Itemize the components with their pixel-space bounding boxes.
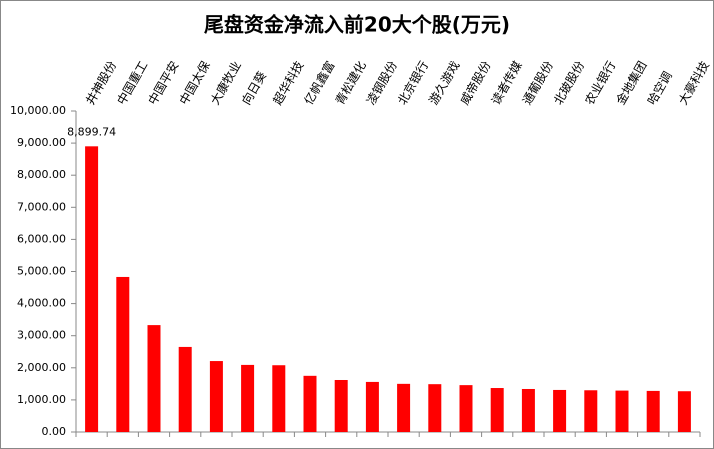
y-tick-label: 8,000.00 [17, 168, 66, 181]
y-tick-label: 4,000.00 [17, 297, 66, 310]
bar [553, 389, 567, 432]
bar [303, 375, 317, 432]
bar [646, 390, 660, 432]
bar [178, 346, 192, 432]
bar [677, 391, 691, 432]
bar [272, 365, 286, 432]
bar [365, 381, 379, 432]
bar [116, 276, 130, 432]
value-label: 8,899.74 [67, 125, 116, 138]
bar [521, 388, 535, 432]
y-tick-label: 9,000.00 [17, 136, 66, 149]
bar [490, 388, 504, 432]
bar [85, 146, 99, 432]
y-tick-label: 2,000.00 [17, 361, 66, 374]
bar [209, 361, 223, 432]
bar [428, 384, 442, 432]
y-tick-label: 10,000.00 [10, 104, 66, 117]
y-tick-label: 3,000.00 [17, 329, 66, 342]
y-tick-label: 7,000.00 [17, 200, 66, 213]
bar [459, 385, 473, 432]
y-tick-label: 5,000.00 [17, 265, 66, 278]
bar [334, 379, 348, 432]
bar [241, 364, 255, 432]
y-tick-label: 0.00 [42, 425, 67, 438]
bar [397, 383, 411, 432]
chart-title: 尾盘资金净流入前20大个股(万元) [204, 13, 510, 37]
bar [147, 325, 161, 432]
y-tick-label: 1,000.00 [17, 393, 66, 406]
y-tick-label: 6,000.00 [17, 232, 66, 245]
bar [615, 390, 629, 432]
bar [584, 390, 598, 432]
